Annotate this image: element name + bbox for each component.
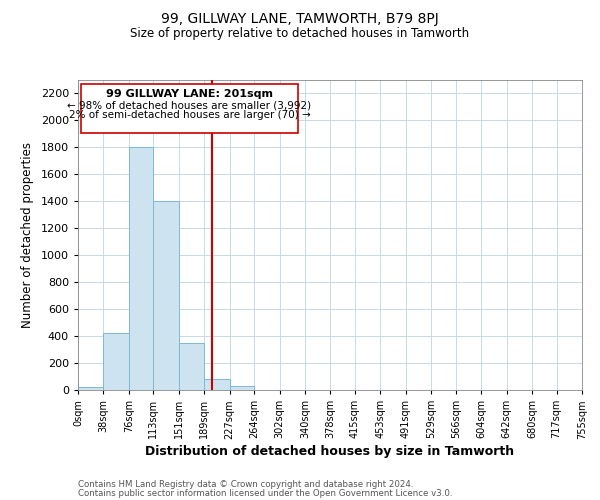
- Text: 99, GILLWAY LANE, TAMWORTH, B79 8PJ: 99, GILLWAY LANE, TAMWORTH, B79 8PJ: [161, 12, 439, 26]
- Bar: [204, 379, 230, 390]
- Bar: [129, 148, 154, 390]
- Bar: [179, 343, 204, 390]
- Text: 99 GILLWAY LANE: 201sqm: 99 GILLWAY LANE: 201sqm: [106, 90, 273, 100]
- Y-axis label: Number of detached properties: Number of detached properties: [21, 142, 34, 328]
- X-axis label: Distribution of detached houses by size in Tamworth: Distribution of detached houses by size …: [145, 446, 515, 458]
- FancyBboxPatch shape: [80, 84, 298, 132]
- Text: Contains public sector information licensed under the Open Government Licence v3: Contains public sector information licen…: [78, 489, 452, 498]
- Bar: [154, 202, 179, 390]
- Text: ← 98% of detached houses are smaller (3,992): ← 98% of detached houses are smaller (3,…: [67, 100, 311, 110]
- Bar: [230, 386, 254, 390]
- Bar: [103, 334, 129, 390]
- Text: Contains HM Land Registry data © Crown copyright and database right 2024.: Contains HM Land Registry data © Crown c…: [78, 480, 413, 489]
- Bar: [78, 388, 103, 390]
- Text: 2% of semi-detached houses are larger (70) →: 2% of semi-detached houses are larger (7…: [68, 110, 310, 120]
- Text: Size of property relative to detached houses in Tamworth: Size of property relative to detached ho…: [130, 28, 470, 40]
